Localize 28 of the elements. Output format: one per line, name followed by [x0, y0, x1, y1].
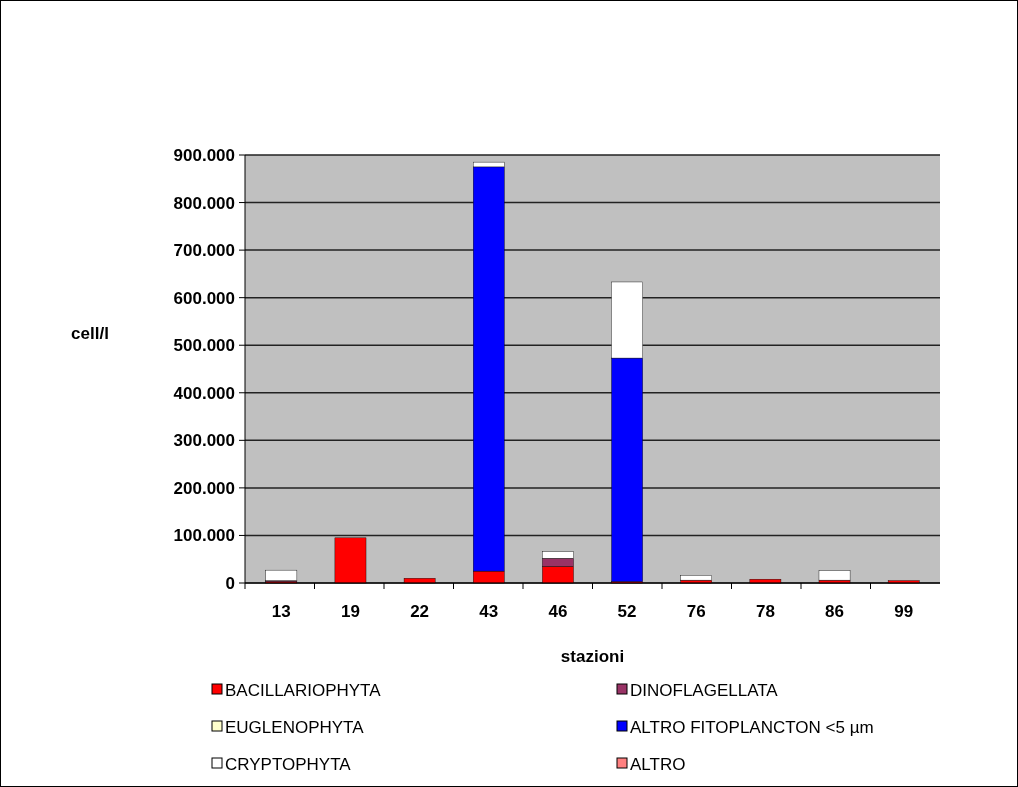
legend-label: ALTRO: [630, 754, 686, 774]
x-tick-label: 19: [341, 602, 360, 621]
legend-label: CRYPTOPHYTA: [225, 754, 352, 774]
x-tick-label: 22: [410, 602, 430, 621]
legend-label: EUGLENOPHYTA: [225, 717, 365, 737]
y-tick-label: 300.000: [173, 431, 235, 451]
y-axis-title: cell/l: [71, 324, 109, 343]
legend-label: DINOFLAGELLATA: [630, 680, 779, 700]
y-tick-label: 500.000: [173, 336, 235, 356]
y-tick-label: 600.000: [173, 288, 235, 308]
x-tick-label: 52: [617, 602, 637, 621]
y-tick-label: 800.000: [173, 193, 235, 213]
legend-label: ALTRO FITOPLANCTON <5 µm: [630, 717, 874, 737]
y-tick-label: 900.000: [173, 145, 235, 165]
y-tick-label: 700.000: [173, 241, 235, 261]
x-tick-label: 13: [271, 602, 291, 621]
y-tick-label: 200.000: [173, 478, 235, 498]
legend-label: BACILLARIOPHYTA: [225, 680, 382, 700]
x-axis-title: stazioni: [560, 647, 625, 666]
y-tick-label: 0: [225, 573, 235, 593]
x-tick-label: 43: [479, 602, 499, 621]
x-tick-label: 78: [755, 602, 775, 621]
x-tick-label: 46: [548, 602, 568, 621]
x-tick-label: 76: [686, 602, 706, 621]
x-tick-label: 86: [825, 602, 844, 621]
y-tick-label: 100.000: [173, 526, 235, 546]
x-tick-label: 99: [894, 602, 914, 621]
y-tick-label: 400.000: [173, 383, 235, 403]
